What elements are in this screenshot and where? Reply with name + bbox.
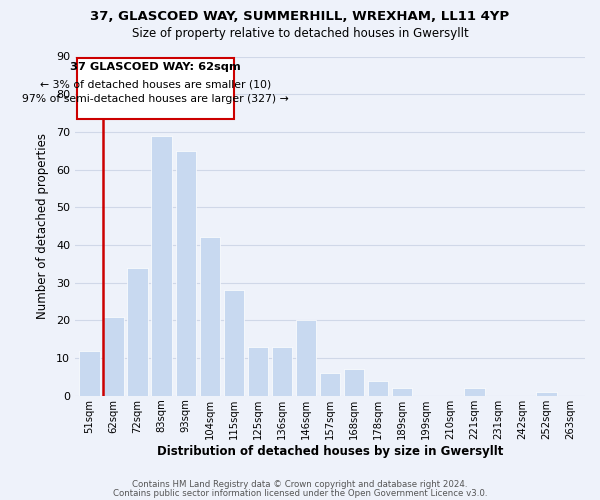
Text: 37, GLASCOED WAY, SUMMERHILL, WREXHAM, LL11 4YP: 37, GLASCOED WAY, SUMMERHILL, WREXHAM, L… — [91, 10, 509, 23]
Bar — [103, 316, 124, 396]
Bar — [536, 392, 557, 396]
Bar — [272, 347, 292, 396]
Text: Size of property relative to detached houses in Gwersyllt: Size of property relative to detached ho… — [131, 28, 469, 40]
Y-axis label: Number of detached properties: Number of detached properties — [36, 133, 49, 319]
Bar — [248, 347, 268, 396]
Bar — [79, 350, 100, 396]
X-axis label: Distribution of detached houses by size in Gwersyllt: Distribution of detached houses by size … — [157, 444, 503, 458]
Bar — [344, 370, 364, 396]
Text: ← 3% of detached houses are smaller (10): ← 3% of detached houses are smaller (10) — [40, 79, 271, 89]
Text: Contains HM Land Registry data © Crown copyright and database right 2024.: Contains HM Land Registry data © Crown c… — [132, 480, 468, 489]
Text: Contains public sector information licensed under the Open Government Licence v3: Contains public sector information licen… — [113, 489, 487, 498]
Bar — [296, 320, 316, 396]
Bar — [464, 388, 485, 396]
Bar — [176, 150, 196, 396]
Bar — [368, 380, 388, 396]
Bar — [392, 388, 412, 396]
Bar — [320, 373, 340, 396]
Text: 97% of semi-detached houses are larger (327) →: 97% of semi-detached houses are larger (… — [22, 94, 289, 104]
FancyBboxPatch shape — [77, 58, 234, 118]
Text: 37 GLASCOED WAY: 62sqm: 37 GLASCOED WAY: 62sqm — [70, 62, 241, 72]
Bar — [127, 268, 148, 396]
Bar — [151, 136, 172, 396]
Bar — [224, 290, 244, 396]
Bar — [200, 238, 220, 396]
